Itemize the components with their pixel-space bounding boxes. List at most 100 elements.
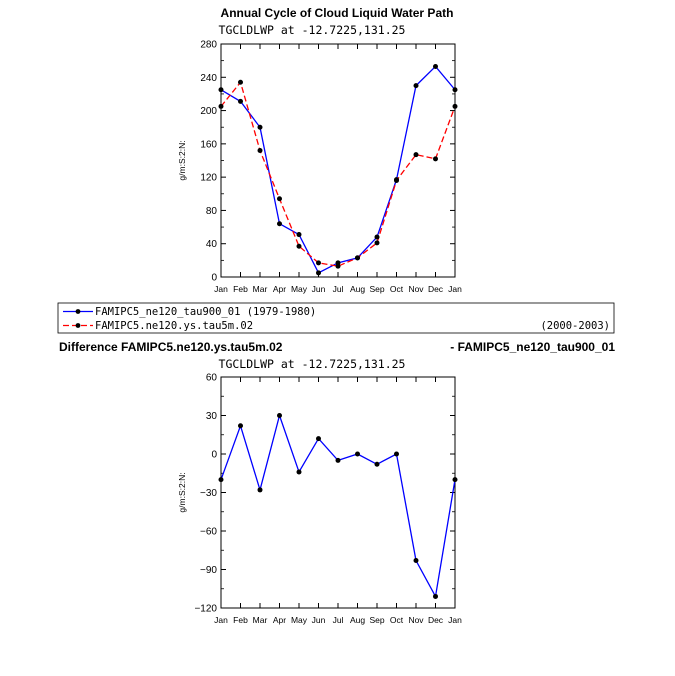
top-series-2-point: [452, 103, 458, 109]
legend: FAMIPC5_ne120_tau900_01 (1979-1980) FAMI…: [57, 302, 615, 334]
top-ytick-label: 120: [200, 173, 217, 184]
top-frame: [220, 43, 456, 278]
top-ytick-label: 80: [206, 206, 218, 217]
diff-title-left: Difference FAMIPC5.ne120.ys.tau5m.02: [59, 340, 283, 354]
legend-box: [57, 302, 615, 334]
bottom-ytick-label: −90: [200, 565, 217, 576]
legend-period-2: (2000-2003): [540, 320, 610, 332]
top-ytick-label: 240: [200, 73, 217, 84]
legend-marker-2: [75, 323, 81, 328]
top-series-1-point: [433, 63, 438, 69]
top-series-2-point: [335, 263, 341, 269]
chart-title: Annual Cycle of Cloud Liquid Water Path: [221, 6, 454, 20]
bottom-series-1-point: [277, 413, 282, 418]
bottom-xtick-label: Apr: [273, 615, 286, 625]
bottom-series-1-point: [413, 558, 419, 564]
bottom-series-1-point: [394, 451, 399, 457]
top-series-2-point: [238, 79, 243, 85]
top-xtick-label: Aug: [350, 284, 365, 294]
bottom-chart-subtitle: TGCLDLWP at -12.7225,131.25: [219, 357, 406, 371]
top-ytick-label: 0: [211, 273, 217, 284]
bottom-xtick-label: Mar: [253, 615, 268, 625]
bottom-xtick-label: Jul: [333, 615, 344, 625]
top-series-1-point: [257, 124, 263, 130]
bottom-frame: [220, 376, 456, 609]
top-xtick-label: Mar: [253, 284, 268, 294]
bottom-xtick-label: Jun: [312, 615, 326, 625]
top-series-1-point: [452, 87, 458, 93]
bottom-ylabel: g/m:S:2:N:: [177, 472, 187, 512]
bottom-series-1-point: [238, 423, 243, 429]
top-series-2-point: [374, 240, 380, 246]
top-xtick-label: Jun: [312, 284, 326, 294]
top-series-2-point: [355, 255, 360, 261]
diff-title-right: - FAMIPC5_ne120_tau900_01: [450, 340, 615, 354]
top-ytick-label: 40: [206, 239, 218, 250]
top-xtick-label: May: [291, 284, 308, 294]
top-series-1-point: [218, 87, 224, 93]
top-series-1-point: [296, 232, 302, 238]
top-plot: 0 40 80 120 160 200 240 280 Jan Feb Mar Apr May Jun Ju…: [177, 40, 462, 295]
bottom-series-line-1: [220, 413, 456, 599]
top-series-line-1: [220, 65, 456, 274]
top-xtick-label: Jan: [448, 284, 462, 294]
bottom-series-1-point: [218, 477, 224, 483]
bottom-xtick-label: Aug: [350, 615, 365, 625]
top-xtick-label: Jan: [214, 284, 228, 294]
bottom-series-1-point: [296, 469, 302, 475]
bottom-ytick-label: 0: [211, 450, 217, 461]
top-series-1-point: [374, 234, 380, 240]
bottom-ytick-label: −60: [200, 527, 217, 538]
top-series-1-point: [316, 270, 321, 276]
legend-label-1: FAMIPC5_ne120_tau900_01 (1979-1980): [95, 306, 316, 318]
top-ytick-label: 200: [200, 106, 217, 117]
legend-entry-1: FAMIPC5_ne120_tau900_01 (1979-1980): [63, 306, 316, 318]
top-ytick-label: 280: [200, 40, 217, 51]
top-series-line-2: [220, 80, 456, 267]
top-chart-subtitle: TGCLDLWP at -12.7225,131.25: [219, 23, 406, 37]
bottom-series-1-point: [433, 593, 438, 599]
bottom-ytick-label: −120: [194, 604, 217, 615]
bottom-series-1-point: [374, 461, 380, 467]
bottom-xtick-label: Feb: [233, 615, 248, 625]
top-series-2-point: [218, 103, 224, 109]
top-series-2-point: [413, 152, 419, 158]
top-series-2-point: [394, 177, 399, 183]
bottom-ytick-label: 60: [206, 373, 218, 384]
bottom-xtick-label: Oct: [390, 615, 404, 625]
bottom-xtick-label: Jan: [448, 615, 462, 625]
bottom-series-1-point: [316, 436, 321, 442]
bottom-series-1-point: [335, 457, 341, 463]
top-xtick-label: Dec: [428, 284, 444, 294]
top-xtick-label: Sep: [369, 284, 384, 294]
top-xtick-label: Oct: [390, 284, 404, 294]
top-ylabel: g/m:S:2:N:: [177, 140, 187, 180]
bottom-xtick-label: May: [291, 615, 308, 625]
top-series-1-point: [413, 83, 419, 89]
top-series-2-point: [257, 148, 263, 154]
top-series-2-point: [316, 260, 321, 266]
bottom-xtick-label: Sep: [369, 615, 384, 625]
bottom-xtick-label: Jan: [214, 615, 228, 625]
top-xtick-label: Apr: [273, 284, 286, 294]
bottom-series-1-point: [257, 487, 263, 493]
top-series-2-point: [277, 196, 282, 202]
top-series-2-point: [296, 243, 302, 249]
bottom-series-1-point: [355, 451, 360, 457]
bottom-xtick-label: Dec: [428, 615, 444, 625]
top-series-2-point: [433, 156, 438, 162]
legend-entry-2: FAMIPC5.ne120.ys.tau5m.02 (2000-2003): [63, 320, 610, 332]
legend-marker-1: [75, 309, 81, 314]
top-series-1-point: [238, 98, 243, 104]
top-xtick-label: Jul: [333, 284, 344, 294]
bottom-ytick-label: 30: [206, 411, 218, 422]
bottom-series-1-point: [452, 477, 458, 483]
top-ytick-label: 160: [200, 139, 217, 150]
legend-label-2: FAMIPC5.ne120.ys.tau5m.02: [95, 320, 253, 332]
bottom-xtick-label: Nov: [408, 615, 424, 625]
top-xtick-label: Nov: [408, 284, 424, 294]
top-xtick-label: Feb: [233, 284, 248, 294]
top-series-1-point: [277, 221, 282, 227]
bottom-ytick-label: −30: [200, 488, 217, 499]
